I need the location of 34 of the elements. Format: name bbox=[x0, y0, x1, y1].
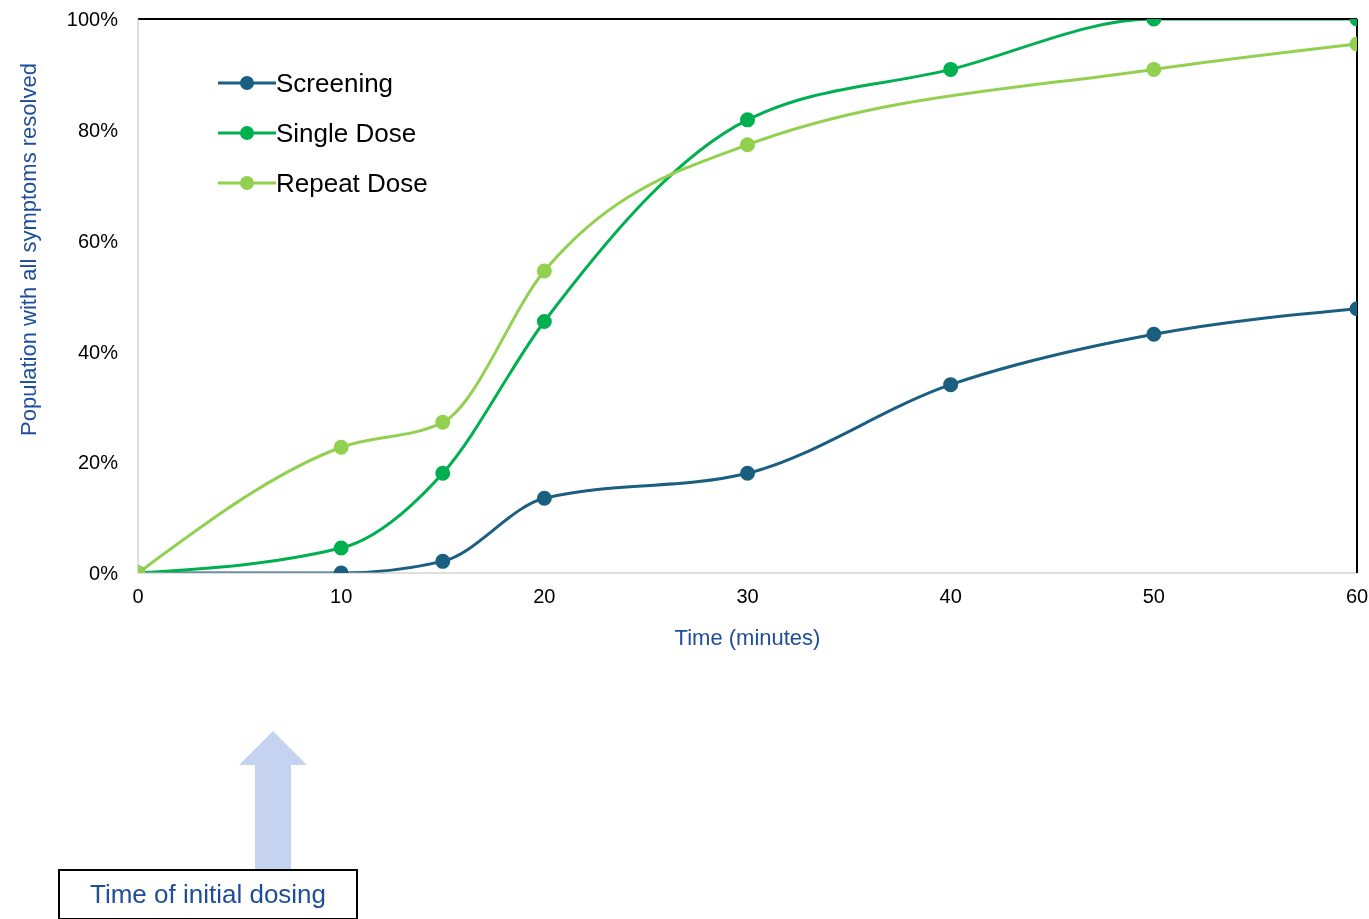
legend-label: Single Dose bbox=[276, 117, 417, 149]
y-tick-label: 40% bbox=[77, 340, 119, 363]
legend-label: Screening bbox=[276, 67, 394, 99]
y-tick-label: 60% bbox=[77, 229, 119, 252]
point bbox=[333, 540, 349, 556]
point bbox=[740, 137, 755, 153]
point bbox=[943, 377, 959, 393]
x-axis-title: Time (minutes) bbox=[674, 625, 821, 650]
point bbox=[740, 465, 755, 481]
x-tick-label: 40 bbox=[939, 585, 962, 608]
y-tick-label: 20% bbox=[77, 451, 119, 474]
point bbox=[1146, 61, 1162, 77]
point bbox=[536, 313, 552, 329]
point bbox=[1146, 326, 1162, 342]
x-tick-label: 20 bbox=[533, 585, 556, 608]
x-tick-label: 0 bbox=[132, 585, 144, 608]
legend-label: Repeat Dose bbox=[276, 167, 428, 199]
y-tick-label: 100% bbox=[66, 8, 119, 31]
point bbox=[435, 553, 451, 569]
point bbox=[943, 61, 959, 77]
x-tick-label: 60 bbox=[1345, 585, 1369, 608]
point bbox=[435, 465, 451, 481]
x-tick-label: 10 bbox=[330, 585, 353, 608]
point bbox=[740, 112, 755, 128]
y-tick-label: 80% bbox=[77, 118, 119, 141]
point bbox=[333, 439, 349, 455]
y-axis-title: Population with all symptoms resolved bbox=[15, 63, 41, 436]
point bbox=[536, 263, 552, 279]
text: Time of initial dosing bbox=[58, 869, 359, 919]
x-tick-label: 50 bbox=[1142, 585, 1165, 608]
point bbox=[536, 490, 552, 506]
point bbox=[435, 414, 451, 430]
y-tick-label: 0% bbox=[89, 562, 119, 585]
x-tick-label: 30 bbox=[736, 585, 759, 608]
